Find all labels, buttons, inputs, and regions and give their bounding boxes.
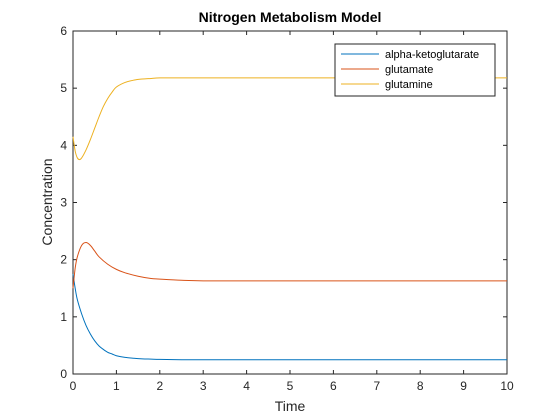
y-tick-label: 4 bbox=[60, 138, 67, 152]
x-tick-label: 8 bbox=[417, 379, 424, 393]
x-tick-label: 0 bbox=[70, 379, 77, 393]
y-tick-label: 6 bbox=[60, 24, 67, 38]
legend-label: glutamate bbox=[385, 64, 433, 76]
x-tick-label: 7 bbox=[373, 379, 380, 393]
chart-title: Nitrogen Metabolism Model bbox=[199, 9, 382, 25]
series-line-alpha-ketoglutarate bbox=[72, 273, 507, 361]
series-layer bbox=[72, 77, 507, 361]
series-line-glutamate bbox=[72, 242, 507, 289]
x-tick-label: 4 bbox=[243, 379, 250, 393]
x-axis-label: Time bbox=[275, 398, 306, 414]
x-tick-label: 10 bbox=[500, 379, 514, 393]
legend-label: alpha-ketoglutarate bbox=[385, 49, 479, 61]
y-tick-label: 3 bbox=[60, 196, 67, 210]
y-axis-label: Concentration bbox=[39, 158, 55, 245]
x-tick-label: 5 bbox=[287, 379, 294, 393]
legend-box bbox=[334, 43, 496, 97]
legend: alpha-ketoglutarate glutamate glutamine bbox=[334, 43, 496, 97]
legend-label: glutamine bbox=[385, 79, 433, 91]
axis-ticks: 0 1 2 3 4 5 6 7 8 9 10 0 1 2 3 4 5 6 bbox=[60, 24, 514, 393]
x-tick-label: 2 bbox=[156, 379, 163, 393]
x-tick-label: 3 bbox=[200, 379, 207, 393]
y-tick-label: 1 bbox=[60, 310, 67, 324]
y-tick-label: 0 bbox=[60, 367, 67, 381]
x-tick-label: 6 bbox=[330, 379, 337, 393]
y-tick-label: 2 bbox=[60, 253, 67, 267]
x-tick-label: 1 bbox=[113, 379, 120, 393]
series-line-glutamine bbox=[72, 77, 507, 161]
y-tick-label: 5 bbox=[60, 81, 67, 95]
x-tick-label: 9 bbox=[460, 379, 467, 393]
